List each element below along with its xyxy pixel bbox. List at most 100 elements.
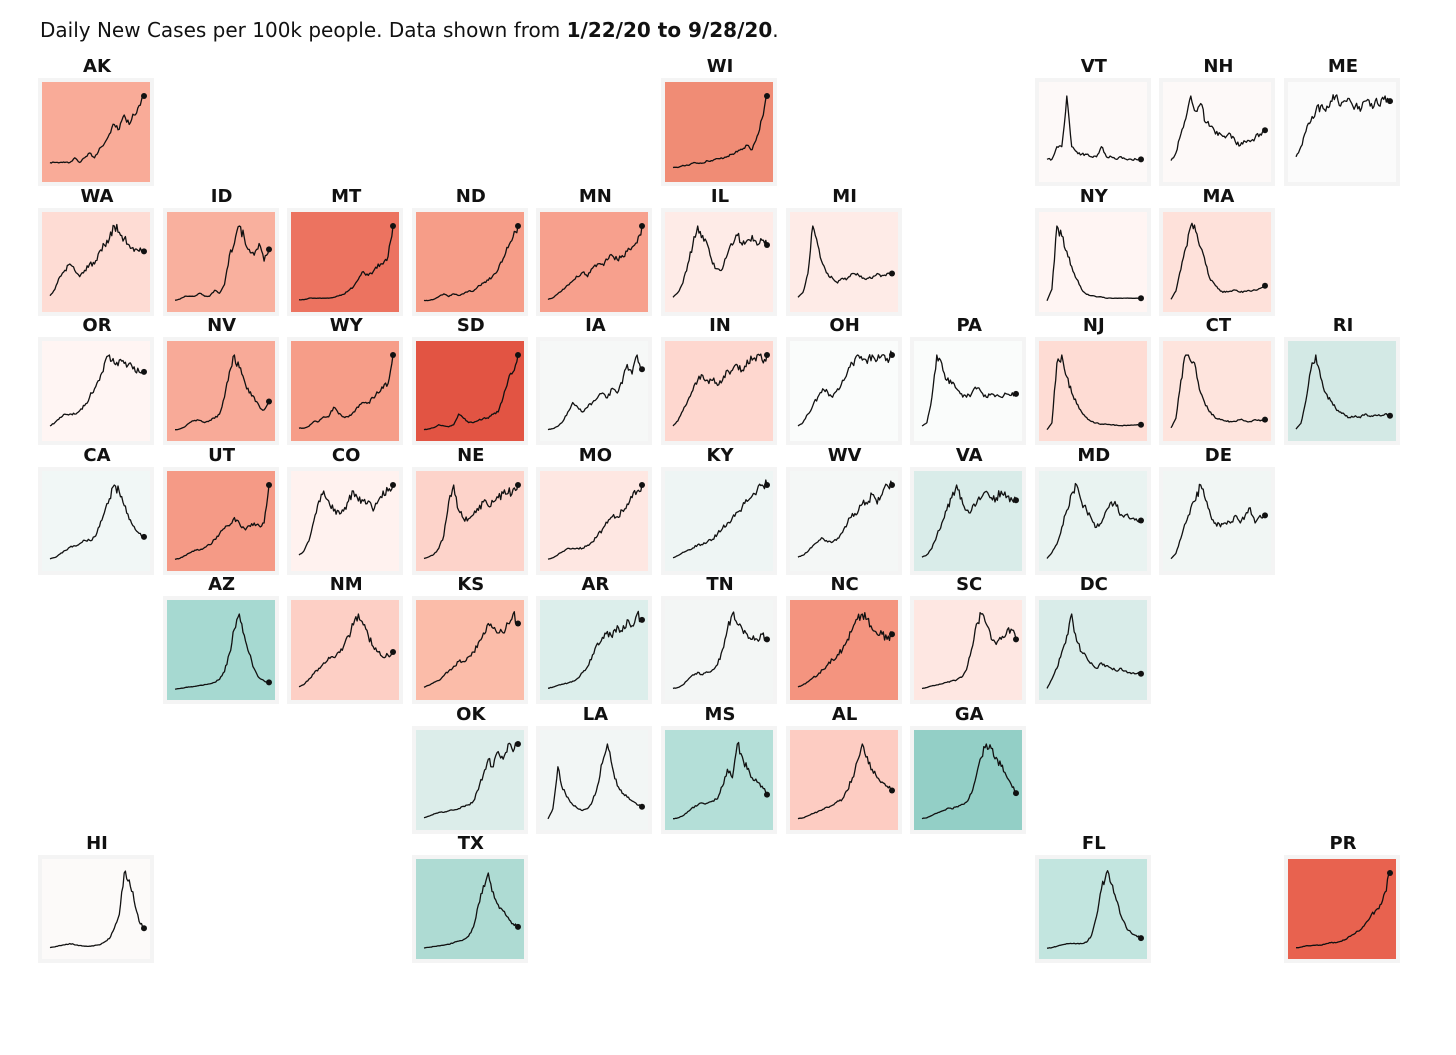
latest-value-dot bbox=[1013, 390, 1020, 397]
state-label: IL bbox=[710, 185, 730, 207]
sparkline-chart bbox=[1170, 354, 1269, 429]
tile-background bbox=[540, 341, 649, 441]
sparkline-chart bbox=[548, 610, 646, 689]
state-label: WI bbox=[706, 56, 734, 77]
state-tile-sd: SD bbox=[411, 315, 530, 445]
sparkline-chart bbox=[1046, 482, 1144, 559]
latest-value-dot bbox=[265, 481, 272, 488]
daily-cases-line bbox=[1046, 354, 1141, 431]
state-label: CO bbox=[331, 444, 361, 466]
sparkline-chart bbox=[423, 352, 521, 431]
sparkline-chart bbox=[547, 742, 646, 819]
latest-value-dot bbox=[888, 631, 895, 638]
latest-value-dot bbox=[1262, 511, 1269, 518]
sparkline-chart bbox=[921, 742, 1020, 819]
daily-cases-line bbox=[921, 483, 1017, 558]
sparkline-chart bbox=[922, 612, 1020, 690]
tile-background bbox=[166, 470, 275, 571]
state-label: AZ bbox=[208, 574, 236, 595]
state-label: NY bbox=[1079, 185, 1108, 207]
latest-value-dot bbox=[1387, 412, 1393, 419]
daily-cases-line bbox=[1046, 613, 1142, 689]
state-tile-me: ME bbox=[1284, 56, 1402, 186]
latest-value-dot bbox=[514, 352, 521, 358]
tile-background bbox=[42, 341, 150, 441]
state-label: MT bbox=[331, 185, 362, 207]
daily-cases-line bbox=[548, 225, 644, 300]
state-tile-co: CO bbox=[287, 445, 405, 575]
latest-value-dot bbox=[1262, 282, 1269, 289]
state-label: VA bbox=[955, 444, 983, 466]
tile-background bbox=[1038, 859, 1147, 959]
state-tile-va: VA bbox=[910, 445, 1028, 575]
state-label: NJ bbox=[1082, 315, 1105, 336]
sparkline-chart bbox=[49, 223, 147, 296]
state-label: CA bbox=[83, 444, 111, 466]
tile-background bbox=[42, 859, 150, 959]
tile-background bbox=[291, 470, 400, 571]
state-label: TX bbox=[457, 833, 484, 854]
state-tile-sc: SC bbox=[910, 574, 1028, 704]
daily-cases-line bbox=[1295, 354, 1391, 430]
daily-cases-line bbox=[921, 742, 1017, 819]
state-label: UT bbox=[208, 444, 236, 466]
latest-value-dot bbox=[888, 481, 895, 488]
daily-cases-line bbox=[797, 612, 893, 688]
state-tile-ks: KS bbox=[411, 574, 530, 704]
daily-cases-line bbox=[672, 478, 768, 558]
daily-cases-line bbox=[1046, 224, 1141, 301]
state-tile-hi: HI bbox=[38, 833, 156, 963]
daily-cases-line bbox=[174, 484, 270, 560]
chart-subtitle: Daily New Cases per 100k people. Data sh… bbox=[40, 18, 779, 42]
sparkline-chart bbox=[548, 222, 646, 300]
daily-cases-line bbox=[1295, 94, 1391, 158]
state-tile-fl: FL bbox=[1034, 833, 1153, 963]
tile-background bbox=[540, 211, 649, 312]
state-label: RI bbox=[1332, 315, 1354, 336]
state-tile-al: AL bbox=[785, 704, 904, 834]
latest-value-dot bbox=[764, 93, 770, 99]
sparkline-chart bbox=[423, 481, 521, 559]
daily-cases-line bbox=[797, 742, 892, 819]
state-label: NC bbox=[830, 574, 859, 595]
sparkline-chart bbox=[423, 222, 521, 301]
sparkline-chart bbox=[49, 483, 147, 559]
state-label: ND bbox=[455, 185, 486, 207]
state-tile-de: DE bbox=[1159, 445, 1277, 575]
tile-background bbox=[914, 600, 1023, 700]
state-tile-ut: UT bbox=[162, 444, 281, 575]
latest-value-dot bbox=[1137, 670, 1144, 677]
state-label: PR bbox=[1329, 833, 1357, 854]
state-tile-mt: MT bbox=[287, 186, 405, 316]
latest-value-dot bbox=[265, 679, 272, 686]
sparkline-chart bbox=[921, 354, 1020, 427]
latest-value-dot bbox=[639, 366, 646, 373]
state-label: VT bbox=[1080, 56, 1107, 77]
state-label: GA bbox=[954, 703, 984, 725]
daily-cases-line bbox=[548, 484, 644, 560]
sparkline-chart bbox=[548, 481, 646, 560]
latest-value-dot bbox=[390, 352, 397, 358]
sparkline-chart bbox=[1170, 483, 1269, 559]
latest-value-dot bbox=[764, 352, 770, 358]
subtitle-connector: to bbox=[650, 18, 689, 42]
daily-cases-line bbox=[672, 611, 768, 690]
state-tile-tx: TX bbox=[411, 833, 530, 963]
daily-cases-line bbox=[921, 354, 1017, 427]
latest-value-dot bbox=[764, 791, 770, 798]
latest-value-dot bbox=[1013, 496, 1020, 503]
state-tile-il: IL bbox=[661, 186, 779, 316]
tile-background bbox=[540, 729, 649, 830]
daily-cases-line bbox=[797, 479, 893, 558]
state-label: MI bbox=[832, 185, 857, 207]
subtitle-prefix: Daily New Cases per 100k people. Data sh… bbox=[40, 18, 567, 42]
sparkline-chart bbox=[1046, 95, 1144, 163]
daily-cases-line bbox=[1170, 483, 1266, 559]
sparkline-chart bbox=[797, 350, 895, 427]
sparkline-chart bbox=[423, 872, 521, 949]
state-tile-ma: MA bbox=[1159, 186, 1277, 316]
state-label: SC bbox=[956, 574, 983, 595]
sparkline-chart bbox=[921, 483, 1020, 558]
tile-background bbox=[665, 600, 773, 700]
